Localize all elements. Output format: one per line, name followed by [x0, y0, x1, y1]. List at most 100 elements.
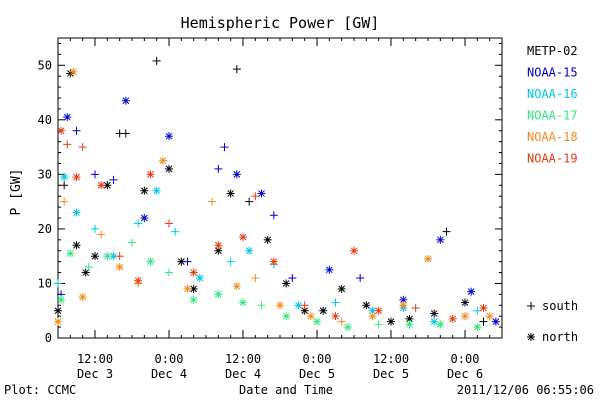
data-point-north: [78, 293, 87, 302]
data-point-north: [276, 301, 284, 310]
marker-legend-north: north: [527, 330, 578, 344]
y-tick-label: 40: [38, 113, 52, 127]
data-point-south: [300, 301, 309, 310]
data-point-north: [103, 252, 112, 261]
data-point-south: [63, 140, 72, 149]
data-point-north: [282, 279, 291, 288]
data-point-south: [251, 274, 260, 282]
data-point-north: [97, 181, 106, 190]
data-point-south: [226, 257, 235, 266]
x-tick-time-label: 12:00: [77, 352, 113, 366]
data-point-south: [128, 238, 136, 247]
data-point-north: [239, 233, 247, 242]
data-point-south: [171, 227, 180, 236]
x-tick-date-label: Dec 4: [225, 367, 261, 381]
data-point-north: [362, 301, 371, 310]
data-point-north: [387, 317, 395, 326]
data-point-south: [183, 257, 192, 266]
data-point-north: [239, 298, 247, 307]
data-point-south: [479, 317, 488, 326]
marker-legend-label: south: [542, 299, 578, 313]
data-point-north: [146, 170, 155, 179]
data-point-south: [115, 252, 124, 261]
data-point-north: [374, 306, 383, 315]
data-point-south: [442, 227, 451, 236]
legend-entry: METP-02: [527, 44, 578, 58]
data-point-north: [60, 173, 69, 182]
data-point-north: [350, 246, 358, 255]
data-point-south: [331, 298, 340, 307]
legend-entry: NOAA-16: [527, 87, 578, 101]
data-point-north: [306, 312, 315, 321]
data-point-north: [81, 268, 90, 277]
marker-legend-label: north: [542, 330, 578, 344]
data-point-north: [491, 317, 500, 326]
data-point-north: [91, 252, 99, 261]
data-point-north: [473, 323, 482, 332]
data-point-north: [121, 96, 130, 105]
data-point-north: [485, 312, 494, 321]
data-point-north: [140, 214, 149, 222]
data-point-north: [214, 290, 223, 299]
data-point-south: [165, 268, 173, 277]
y-axis-label: P [GW]: [9, 169, 24, 216]
data-point-north: [103, 181, 112, 190]
data-point-north: [405, 320, 414, 329]
legend-entry: NOAA-15: [527, 66, 578, 80]
data-point-north: [195, 274, 204, 282]
data-points: [54, 56, 500, 332]
data-point-south: [288, 274, 297, 282]
data-point-north: [313, 317, 321, 326]
data-point-south: [374, 320, 383, 329]
data-point-south: [109, 175, 118, 184]
data-point-north: [331, 312, 340, 321]
legend: METP-02 NOAA-15 NOAA-16 NOAA-17 NOAA-18 NOAA-…: [527, 44, 578, 344]
data-point-north: [257, 189, 266, 198]
data-point-north: [461, 298, 469, 307]
data-point-south: [97, 230, 106, 239]
data-point-south: [337, 317, 346, 326]
x-tick-time-label: 12:00: [225, 352, 261, 366]
data-point-north: [140, 186, 149, 195]
y-tick-label: 30: [38, 167, 52, 181]
data-point-north: [436, 320, 445, 329]
data-point-south: [91, 170, 99, 179]
data-point-north: [72, 241, 81, 250]
x-tick-date-label: Dec 5: [299, 367, 335, 381]
data-point-north: [467, 287, 476, 296]
data-point-north: [436, 235, 445, 244]
x-tick-date-label: Dec 5: [373, 367, 409, 381]
data-point-north: [165, 132, 173, 141]
data-point-south: [411, 304, 420, 312]
data-point-north: [57, 295, 66, 304]
data-point-north: [232, 170, 241, 179]
plot-timestamp: 2011/12/06 06:55:06: [457, 383, 594, 397]
plot-frame: [57, 37, 503, 339]
data-point-north: [177, 257, 186, 266]
data-point-north: [146, 257, 155, 266]
x-tick-date-label: Dec 6: [447, 367, 483, 381]
data-point-south: [220, 143, 229, 152]
data-point-north: [57, 126, 66, 135]
data-point-north: [269, 257, 278, 266]
x-axis-label: Date and Time: [239, 383, 333, 397]
data-point-south: [78, 143, 87, 152]
marker-legend-south: south: [527, 299, 578, 313]
x-tick-time-label: 0:00: [451, 352, 480, 366]
data-point-north: [282, 312, 291, 321]
data-point-north: [63, 113, 72, 122]
data-point-north: [368, 312, 377, 321]
data-point-north: [226, 189, 235, 198]
data-point-north: [461, 312, 469, 321]
data-point-south: [208, 197, 217, 206]
x-tick-date-label: Dec 4: [151, 367, 187, 381]
data-point-north: [337, 284, 346, 293]
data-point-south: [473, 306, 482, 315]
data-point-north: [430, 309, 439, 318]
plot-credit: Plot: CCMC: [4, 383, 76, 397]
legend-entry: NOAA-18: [527, 130, 578, 144]
x-tick-time-label: 12:00: [373, 352, 409, 366]
data-point-south: [134, 219, 143, 228]
data-point-south: [245, 197, 254, 206]
data-point-south: [60, 197, 69, 206]
